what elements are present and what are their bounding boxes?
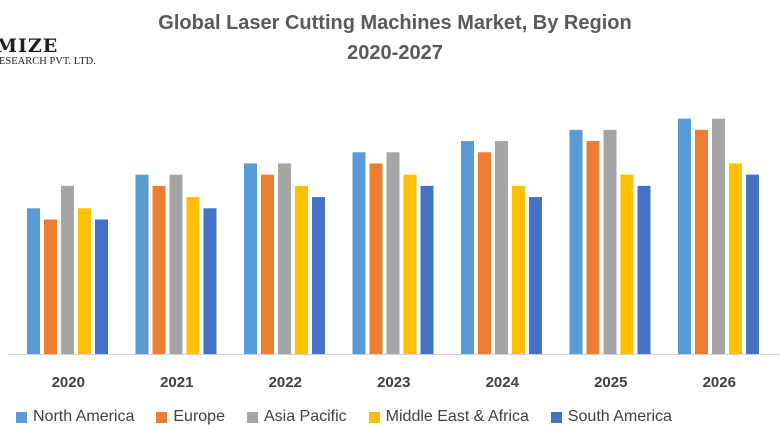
bar-2022-europe bbox=[261, 174, 274, 354]
legend-label: Europe bbox=[173, 408, 225, 425]
chart-legend: North America Europe Asia Pacific Middle Ea… bbox=[16, 408, 672, 426]
bar-2025-north-america bbox=[569, 129, 583, 354]
logo-wordmark: MIZE bbox=[0, 35, 59, 57]
x-tick-label: 2025 bbox=[594, 374, 627, 391]
bar-2024-asia-pacific bbox=[495, 141, 508, 354]
bar-2024-middle-east-africa bbox=[512, 185, 525, 354]
legend-label: Asia Pacific bbox=[263, 408, 347, 425]
chart-title: Global Laser Cutting Machines Market, By… bbox=[110, 8, 680, 68]
bar-2023-europe bbox=[369, 163, 383, 354]
legend-swatch bbox=[156, 411, 168, 423]
bar-2020-south-america bbox=[95, 219, 108, 354]
company-logo: MIZE RESEARCH PVT. LTD. bbox=[0, 36, 116, 67]
bar-2025-asia-pacific bbox=[603, 129, 617, 354]
legend-item: Asia Pacific bbox=[246, 408, 347, 426]
x-tick-label: 2024 bbox=[486, 374, 520, 391]
bar-2021-europe bbox=[152, 185, 166, 354]
bar-2026-north-america bbox=[678, 118, 691, 354]
bar-2026-europe bbox=[695, 129, 708, 354]
bar-2024-europe bbox=[478, 152, 491, 354]
bar-2021-asia-pacific bbox=[169, 174, 183, 354]
bar-2022-asia-pacific bbox=[278, 163, 291, 354]
bar-2020-middle-east-africa bbox=[78, 208, 91, 354]
legend-item: Europe bbox=[156, 408, 225, 426]
bar-2023-south-america bbox=[420, 185, 434, 354]
bar-2026-south-america bbox=[746, 174, 759, 354]
bar-2022-south-america bbox=[312, 197, 325, 354]
bar-2020-asia-pacific bbox=[61, 185, 74, 354]
legend-label: Middle East & Africa bbox=[385, 408, 529, 425]
legend-swatch bbox=[16, 411, 27, 423]
bar-2026-asia-pacific bbox=[712, 118, 725, 354]
legend-swatch bbox=[368, 411, 380, 423]
legend-swatch bbox=[550, 411, 562, 423]
legend-label: North America bbox=[33, 408, 135, 425]
legend-item: North America bbox=[16, 408, 134, 426]
legend-item: South America bbox=[550, 408, 672, 426]
x-tick-label: 2020 bbox=[52, 374, 85, 391]
bar-2021-middle-east-africa bbox=[186, 197, 200, 354]
bar-2020-europe bbox=[44, 219, 57, 354]
chart-title-line-2: 2020-2027 bbox=[347, 42, 443, 64]
legend-label: South America bbox=[567, 408, 672, 425]
bar-2022-north-america bbox=[244, 163, 257, 354]
x-tick-label: 2021 bbox=[160, 374, 193, 391]
bar-2025-south-america bbox=[637, 185, 651, 354]
legend-item: Middle East & Africa bbox=[368, 408, 529, 426]
bar-2021-north-america bbox=[135, 174, 149, 354]
chart-title-line-1: Global Laser Cutting Machines Market, By… bbox=[158, 12, 632, 34]
legend-swatch bbox=[246, 411, 258, 423]
bar-2024-south-america bbox=[529, 197, 542, 354]
bar-2021-south-america bbox=[203, 208, 217, 354]
bar-2025-middle-east-africa bbox=[620, 174, 634, 354]
bar-2022-middle-east-africa bbox=[295, 185, 308, 354]
bar-2024-north-america bbox=[461, 141, 474, 354]
x-tick-label: 2023 bbox=[377, 374, 410, 391]
bar-2023-north-america bbox=[352, 152, 366, 354]
bar-2023-asia-pacific bbox=[386, 152, 400, 354]
bar-2023-middle-east-africa bbox=[403, 174, 417, 354]
x-tick-label: 2026 bbox=[703, 374, 736, 391]
bar-2020-north-america bbox=[27, 208, 40, 354]
logo-subtitle: RESEARCH PVT. LTD. bbox=[0, 56, 96, 67]
x-tick-label: 2022 bbox=[269, 374, 302, 391]
bar-2025-europe bbox=[586, 141, 600, 354]
bar-2026-middle-east-africa bbox=[729, 163, 742, 354]
